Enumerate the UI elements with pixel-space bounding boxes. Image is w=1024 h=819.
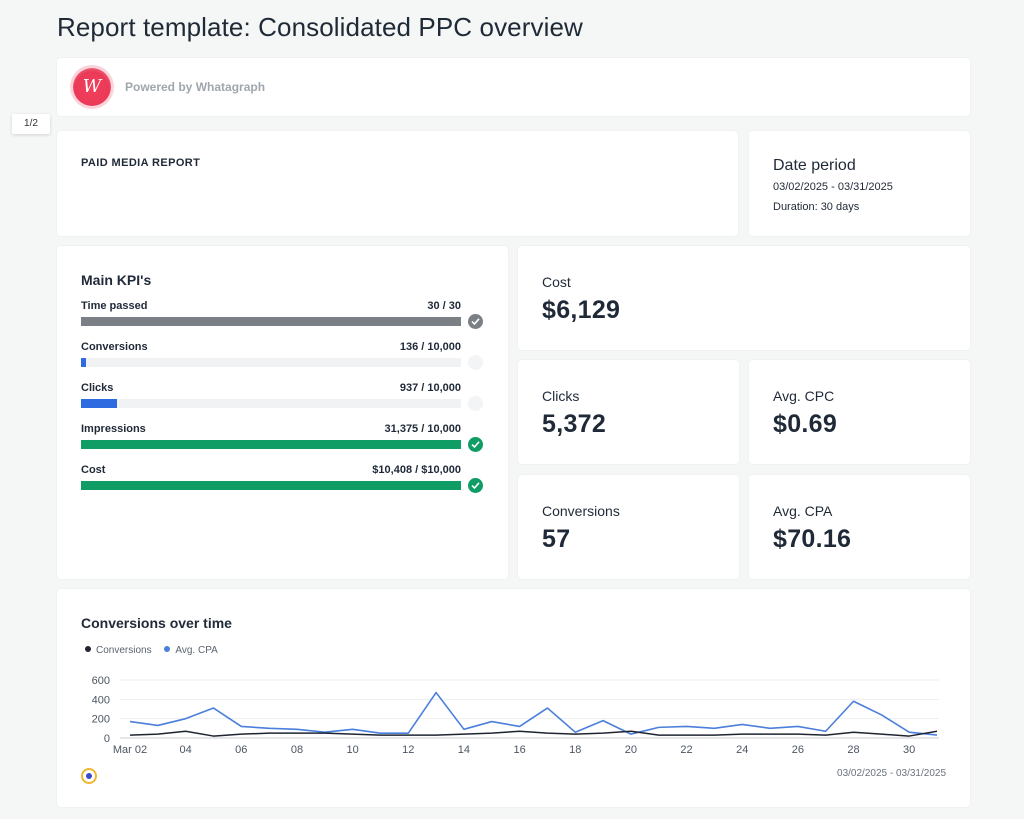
check-circle-icon xyxy=(468,437,483,452)
whatagraph-logo-icon: W xyxy=(73,68,111,106)
date-period-card: Date period 03/02/2025 - 03/31/2025 Dura… xyxy=(749,131,970,236)
legend-label-avg-cpa: Avg. CPA xyxy=(175,645,218,656)
x-tick-label: 14 xyxy=(458,744,470,756)
kpi-row: Impressions 31,375 / 10,000 xyxy=(81,423,485,459)
main-kpis-card: Main KPI's Time passed 30 / 30 Conversions… xyxy=(57,246,508,579)
x-tick-label: 08 xyxy=(291,744,303,756)
conversions-value: 57 xyxy=(542,525,571,553)
avg-cpc-card: Avg. CPC $0.69 xyxy=(749,360,970,464)
cost-card: Cost $6,129 xyxy=(518,246,970,350)
legend-dot-avg-cpa xyxy=(164,646,171,652)
kpi-value: 31,375 / 10,000 xyxy=(384,423,461,435)
kpi-progress-fill xyxy=(81,317,461,326)
x-tick-label: 26 xyxy=(792,744,804,756)
kpi-progress-fill xyxy=(81,481,461,490)
pending-circle-icon xyxy=(468,355,483,370)
powered-by-text: Powered by Whatagraph xyxy=(125,80,266,94)
check-circle-icon xyxy=(468,478,483,493)
kpi-progress-fill xyxy=(81,358,87,367)
legend-label-conversions: Conversions xyxy=(96,645,152,656)
line-chart: 0 200 400 600 Mar 02 04 06 08 10 12 14 16 18 20 22 24 26… xyxy=(92,675,939,756)
avg-cpa-value: $70.16 xyxy=(773,525,852,553)
y-tick-label: 600 xyxy=(92,675,110,687)
kpi-progress-fill xyxy=(81,399,117,408)
clicks-label: Clicks xyxy=(542,388,580,404)
legend-item-conversions[interactable]: Conversions xyxy=(85,645,152,656)
kpi-progress-track xyxy=(81,399,461,408)
avg-cpa-label: Avg. CPA xyxy=(773,503,833,519)
date-period-heading: Date period xyxy=(773,157,856,174)
kpi-row: Clicks 937 / 10,000 xyxy=(81,382,485,418)
kpi-name: Time passed xyxy=(81,300,148,312)
conversions-card: Conversions 57 xyxy=(518,475,739,579)
kpi-value: 937 / 10,000 xyxy=(399,382,461,394)
legend-item-avg-cpa[interactable]: Avg. CPA xyxy=(164,645,218,656)
report-header-card: PAID MEDIA REPORT xyxy=(57,131,738,236)
check-circle-icon xyxy=(468,314,483,329)
date-period-range: 03/02/2025 - 03/31/2025 xyxy=(773,181,893,193)
x-tick-label: 18 xyxy=(569,744,581,756)
kpi-name: Cost xyxy=(81,464,106,476)
avg-cpc-label: Avg. CPC xyxy=(773,388,835,404)
date-period-duration: Duration: 30 days xyxy=(773,201,860,213)
x-tick-label: 20 xyxy=(625,744,637,756)
pending-circle-icon xyxy=(468,396,483,411)
x-tick-label: 06 xyxy=(235,744,247,756)
x-tick-label: 04 xyxy=(180,744,192,756)
x-tick-label: 16 xyxy=(513,744,525,756)
chart-target-icon[interactable] xyxy=(81,768,97,784)
series-line-conversions[interactable] xyxy=(129,730,938,737)
kpi-value: $10,408 / $10,000 xyxy=(372,464,461,476)
kpi-row: Cost $10,408 / $10,000 xyxy=(81,464,485,500)
x-tick-label: 12 xyxy=(402,744,414,756)
kpi-row: Conversions 136 / 10,000 xyxy=(81,341,485,377)
clicks-card: Clicks 5,372 xyxy=(518,360,739,464)
kpi-progress-track xyxy=(81,358,461,367)
y-tick-label: 200 xyxy=(92,714,110,726)
x-tick-label: 24 xyxy=(736,744,748,756)
kpi-name: Conversions xyxy=(81,341,148,353)
conversions-label: Conversions xyxy=(542,503,620,519)
kpi-value: 136 / 10,000 xyxy=(399,341,461,353)
kpi-progress-fill xyxy=(81,440,461,449)
brand-bar: W Powered by Whatagraph xyxy=(57,58,970,116)
kpi-row: Time passed 30 / 30 xyxy=(81,300,485,336)
chart-date-range: 03/02/2025 - 03/31/2025 xyxy=(837,768,946,779)
x-tick-label: 30 xyxy=(903,744,915,756)
kpis-heading: Main KPI's xyxy=(81,272,152,288)
kpi-name: Clicks xyxy=(81,382,114,394)
avg-cpc-value: $0.69 xyxy=(773,410,838,438)
kpi-progress-track xyxy=(81,317,461,326)
x-tick-label: 22 xyxy=(680,744,692,756)
x-tick-label: Mar 02 xyxy=(113,744,147,756)
chart-title: Conversions over time xyxy=(81,615,232,631)
x-tick-label: 28 xyxy=(847,744,859,756)
kpi-progress-track xyxy=(81,481,461,490)
chart-legend: Conversions Avg. CPA xyxy=(85,645,228,656)
cost-value: $6,129 xyxy=(542,296,621,324)
avg-cpa-card: Avg. CPA $70.16 xyxy=(749,475,970,579)
kpi-value: 30 / 30 xyxy=(427,300,461,312)
clicks-value: 5,372 xyxy=(542,410,607,438)
x-tick-label: 10 xyxy=(346,744,358,756)
kpi-progress-track xyxy=(81,440,461,449)
series-line-avg-cpa[interactable] xyxy=(129,691,938,736)
conversions-chart-card: Conversions over time Conversions Avg. C… xyxy=(57,589,970,807)
report-label: PAID MEDIA REPORT xyxy=(81,157,201,169)
legend-dot-conversions xyxy=(85,646,91,652)
page-title: Report template: Consolidated PPC overvi… xyxy=(57,12,583,42)
y-tick-label: 400 xyxy=(92,694,110,706)
y-tick-label: 0 xyxy=(104,733,110,745)
cost-label: Cost xyxy=(542,274,571,290)
page-indicator[interactable]: 1/2 xyxy=(12,114,50,134)
kpi-name: Impressions xyxy=(81,423,146,435)
